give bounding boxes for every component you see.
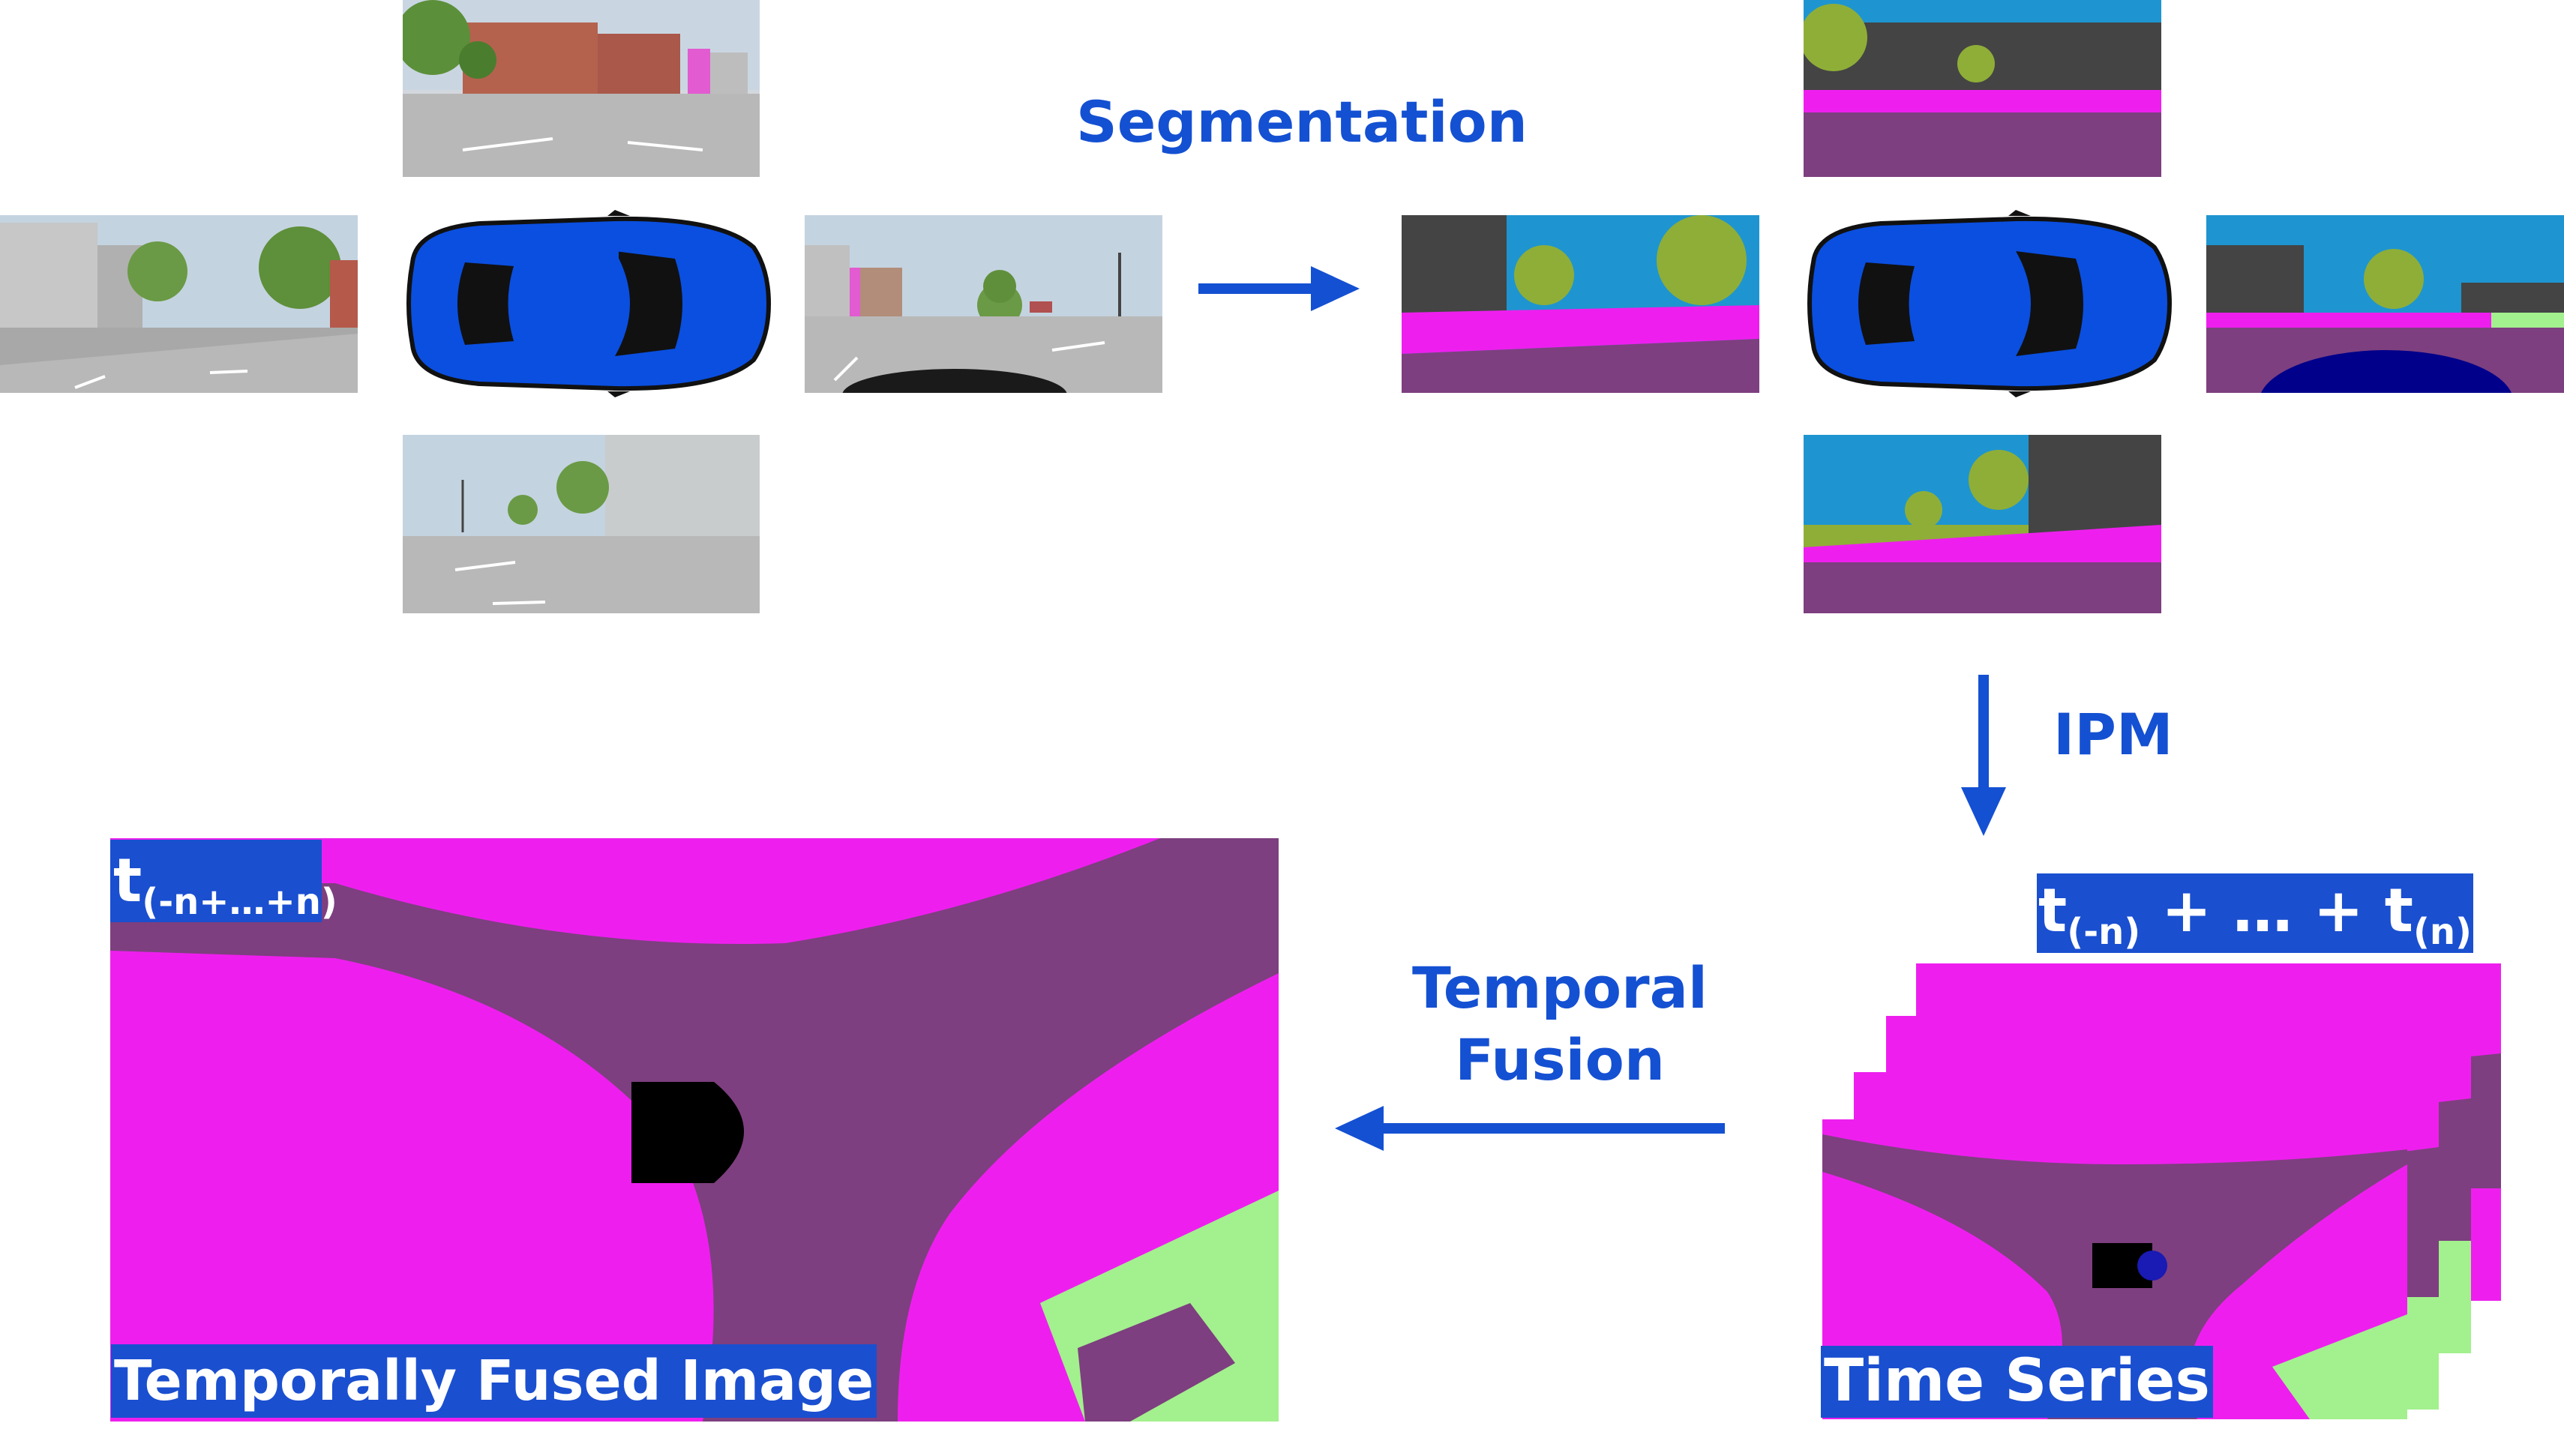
segmented-rear-image <box>1804 435 2161 613</box>
segmentation-arrow-icon <box>1198 266 1360 311</box>
temporal-fusion-label: Temporal Fusion <box>1410 952 1710 1096</box>
ipm-arrow-icon <box>1961 675 2006 836</box>
temporally-fused-image <box>110 838 1279 1422</box>
temporal-fusion-line2: Fusion <box>1455 1026 1665 1093</box>
camera-left-image <box>0 215 358 393</box>
time-series-caption: Time Series <box>1821 1346 2213 1418</box>
camera-rear-image <box>403 435 760 613</box>
time-series-range-label: t(-n) + … + t(n) <box>2037 873 2473 953</box>
camera-right-image <box>805 215 1162 393</box>
car-icon <box>1791 210 2173 397</box>
car-icon <box>390 210 772 397</box>
ipm-label: IPM <box>2053 701 2173 768</box>
segmentation-label: Segmentation <box>1076 88 1528 155</box>
fused-image-caption: Temporally Fused Image <box>111 1344 877 1418</box>
fused-time-label: t(-n+…+n) <box>110 840 337 923</box>
segmented-left-image <box>1402 215 1759 393</box>
temporal-fusion-line1: Temporal <box>1412 954 1708 1021</box>
segmented-front-image <box>1804 0 2161 177</box>
temporal-fusion-arrow-icon <box>1335 1106 1725 1151</box>
segmented-right-image <box>2206 215 2564 393</box>
camera-front-image <box>403 0 760 177</box>
